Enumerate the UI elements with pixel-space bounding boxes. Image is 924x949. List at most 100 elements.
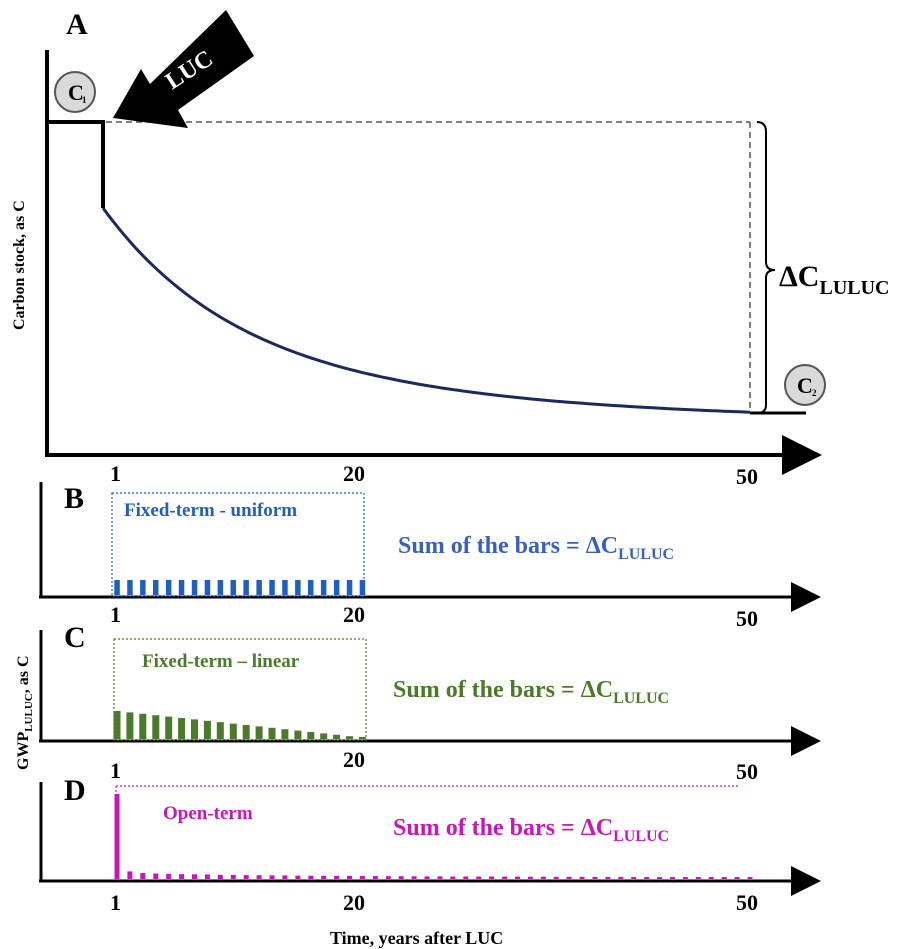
luc-arrow: LUC xyxy=(113,10,254,128)
panel-b-box xyxy=(111,492,365,597)
panel-d: D Open-term Sum of the bars = ΔCLULUC 1 … xyxy=(39,774,821,915)
panel-b-bar xyxy=(178,580,185,595)
panel-d-bar xyxy=(463,876,469,879)
panel-c-tick-1: 1 xyxy=(110,758,121,783)
panel-a-tick-20: 20 xyxy=(343,461,365,486)
panel-d-tick-50: 50 xyxy=(736,890,758,915)
panel-d-bar xyxy=(579,876,585,879)
panel-d-bar xyxy=(282,875,288,879)
panel-d-bar xyxy=(372,876,378,879)
panel-c: C Fixed-term – linear Sum of the bars = … xyxy=(39,621,821,784)
c1-badge: C 1 xyxy=(54,71,96,113)
panel-d-bar xyxy=(708,877,714,879)
panel-d-tick-1: 1 xyxy=(110,890,121,915)
svg-text:1: 1 xyxy=(82,95,87,105)
panel-c-box xyxy=(113,638,367,741)
delta-cluluc-label: ΔCLULUC xyxy=(779,260,890,299)
panel-c-bar xyxy=(307,732,315,739)
panel-c-bar xyxy=(191,719,198,739)
panel-b-bars xyxy=(114,580,366,595)
panel-c-bar xyxy=(358,737,366,739)
panel-b-box-label: Fixed-term - uniform xyxy=(124,500,297,521)
panel-d-bar xyxy=(695,877,701,879)
panel-c-bar xyxy=(178,718,186,739)
panel-d-bar xyxy=(618,876,624,879)
panel-c-bars xyxy=(113,711,366,739)
panel-d-bar xyxy=(540,876,546,879)
panel-c-bar xyxy=(152,715,160,739)
panel-d-bar xyxy=(682,877,688,879)
panel-d-bar xyxy=(553,876,559,879)
panel-d-bar xyxy=(437,876,443,879)
panel-b-bar xyxy=(217,580,224,595)
x-axis-label: Time, years after LUC xyxy=(330,928,503,948)
panel-b-tick-1: 1 xyxy=(110,602,121,627)
panel-d-bar xyxy=(721,877,727,879)
panel-d-bar xyxy=(140,873,146,879)
panel-d-bar xyxy=(515,876,520,879)
panel-d-bar xyxy=(321,875,327,879)
panel-d-bar xyxy=(179,874,185,879)
panel-d-bar xyxy=(217,874,223,880)
svg-text:C: C xyxy=(797,373,813,398)
panel-b-bar xyxy=(114,580,120,595)
carbon-decay-curve xyxy=(101,207,751,414)
panel-c-bar xyxy=(242,725,250,739)
panel-d-tick-20: 20 xyxy=(343,890,365,915)
panel-c-bar xyxy=(294,730,302,739)
panel-d-bar xyxy=(256,875,262,879)
panel-d-bar xyxy=(398,876,404,879)
delta-brace xyxy=(756,121,776,414)
panel-b-bar xyxy=(243,580,249,595)
panel-d-letter: D xyxy=(64,774,86,807)
panel-c-bar xyxy=(139,713,147,739)
panel-d-sum-label: Sum of the bars = ΔCLULUC xyxy=(393,815,669,845)
panel-d-bar xyxy=(657,877,663,879)
panel-c-box-label: Fixed-term – linear xyxy=(142,651,300,672)
svg-text:C: C xyxy=(68,80,84,105)
panel-d-bar xyxy=(631,877,637,879)
panel-c-bar xyxy=(268,727,276,739)
panel-b-letter: B xyxy=(64,482,84,515)
panel-d-bar xyxy=(424,876,430,879)
panel-b-bar xyxy=(153,580,159,595)
panel-d-bar xyxy=(476,876,482,879)
panel-c-bar xyxy=(229,723,237,739)
panel-b-bar xyxy=(165,580,172,595)
panel-c-letter: C xyxy=(64,621,86,654)
panel-d-bar xyxy=(127,871,133,879)
panel-b-tick-20: 20 xyxy=(343,602,365,627)
panel-d-bar xyxy=(230,874,236,879)
panel-c-bar xyxy=(281,729,289,739)
panel-d-bar xyxy=(592,876,598,879)
panel-c-tick-20: 20 xyxy=(343,747,365,772)
panel-c-sum-label: Sum of the bars = ΔCLULUC xyxy=(393,677,669,707)
panel-b-bar xyxy=(333,580,340,595)
panel-b-bar xyxy=(127,580,133,595)
panel-b-bar xyxy=(230,580,236,595)
panel-d-bar xyxy=(450,876,456,879)
panel-b-bar xyxy=(140,580,146,595)
panel-d-bar xyxy=(204,874,210,879)
panel-d-bar xyxy=(269,875,275,879)
panel-d-bar xyxy=(153,873,159,879)
panel-d-bar xyxy=(347,875,352,879)
panel-d-bars xyxy=(114,794,753,880)
panel-a: A Carbon stock, as C ΔCLULUC C 1 xyxy=(11,8,890,489)
panel-a-tick-1: 1 xyxy=(110,461,121,486)
panel-d-bar xyxy=(566,876,572,879)
panel-d-bar xyxy=(166,873,172,879)
panel-c-bar xyxy=(126,712,134,739)
shared-y-label: GWPLULUC, as C xyxy=(15,655,35,770)
panel-c-bar xyxy=(346,736,353,739)
panel-d-bar xyxy=(644,877,650,879)
panel-d-bar xyxy=(527,876,533,879)
panel-d-bar xyxy=(411,876,417,879)
panel-d-bar xyxy=(295,875,301,879)
panel-d-bar xyxy=(605,876,611,879)
c2-badge: C 2 xyxy=(784,364,826,406)
panel-d-bar xyxy=(308,875,314,879)
panel-d-bar xyxy=(334,875,340,879)
panel-d-bar xyxy=(192,874,197,879)
panel-d-box-label: Open-term xyxy=(163,803,253,824)
